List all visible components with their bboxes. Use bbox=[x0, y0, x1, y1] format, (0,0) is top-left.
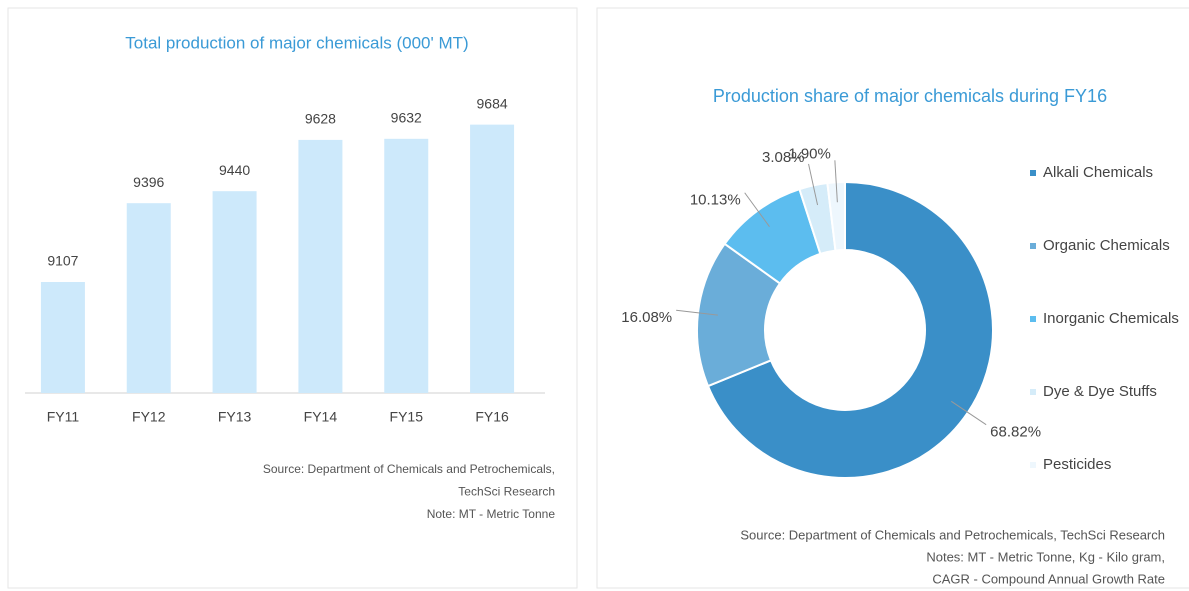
legend-label: Inorganic Chemicals bbox=[1043, 310, 1179, 327]
bar bbox=[384, 138, 429, 393]
x-tick-label: FY12 bbox=[132, 409, 166, 425]
bar bbox=[470, 124, 515, 394]
x-tick-label: FY16 bbox=[475, 409, 509, 425]
note: TechSci Research bbox=[458, 485, 555, 499]
note: Note: MT - Metric Tonne bbox=[427, 507, 556, 521]
legend-swatch bbox=[1030, 170, 1036, 176]
pie-title: Production share of major chemicals duri… bbox=[713, 86, 1107, 106]
x-tick-label: FY13 bbox=[218, 409, 252, 425]
value-label: 9628 bbox=[305, 111, 336, 127]
legend-label: Pesticides bbox=[1043, 456, 1111, 473]
value-label: 9440 bbox=[219, 162, 250, 178]
data-label: 1.90% bbox=[788, 145, 831, 162]
note: Source: Department of Chemicals and Petr… bbox=[740, 527, 1165, 542]
value-label: 9107 bbox=[47, 253, 78, 269]
leader-line bbox=[676, 309, 718, 316]
leader-line bbox=[951, 400, 987, 426]
x-tick-label: FY15 bbox=[390, 409, 424, 425]
data-label: 3.08% bbox=[762, 149, 805, 166]
legend-swatch bbox=[1030, 462, 1036, 468]
legend-label: Dye & Dye Stuffs bbox=[1043, 383, 1157, 400]
leader-line bbox=[744, 192, 770, 227]
data-label: 68.82% bbox=[990, 424, 1041, 441]
x-tick-label: FY14 bbox=[304, 409, 338, 425]
donut-slice bbox=[826, 180, 846, 252]
legend-label: Alkali Chemicals bbox=[1043, 164, 1153, 181]
leader-line bbox=[808, 163, 819, 206]
donut-slice bbox=[706, 180, 994, 479]
bar bbox=[126, 203, 171, 393]
bar bbox=[298, 139, 343, 393]
legend-label: Organic Chemicals bbox=[1043, 237, 1170, 254]
note: Source: Department of Chemicals and Petr… bbox=[263, 462, 555, 476]
pie-panel bbox=[596, 7, 1189, 589]
data-label: 10.13% bbox=[690, 192, 741, 209]
x-tick-label: FY11 bbox=[47, 409, 80, 425]
note: Notes: MT - Metric Tonne, Kg - Kilo gram… bbox=[926, 549, 1165, 564]
bar bbox=[40, 282, 85, 393]
value-label: 9396 bbox=[133, 174, 164, 190]
legend-swatch bbox=[1030, 389, 1036, 395]
value-label: 9632 bbox=[391, 110, 422, 126]
legend-swatch bbox=[1030, 243, 1036, 249]
bar-title: Total production of major chemicals (000… bbox=[125, 33, 468, 52]
value-label: 9684 bbox=[477, 95, 508, 111]
bar bbox=[212, 191, 257, 393]
legend-swatch bbox=[1030, 316, 1036, 322]
data-label: 16.08% bbox=[621, 309, 672, 326]
leader-line bbox=[834, 160, 838, 203]
note: CAGR - Compound Annual Growth Rate bbox=[932, 571, 1165, 586]
